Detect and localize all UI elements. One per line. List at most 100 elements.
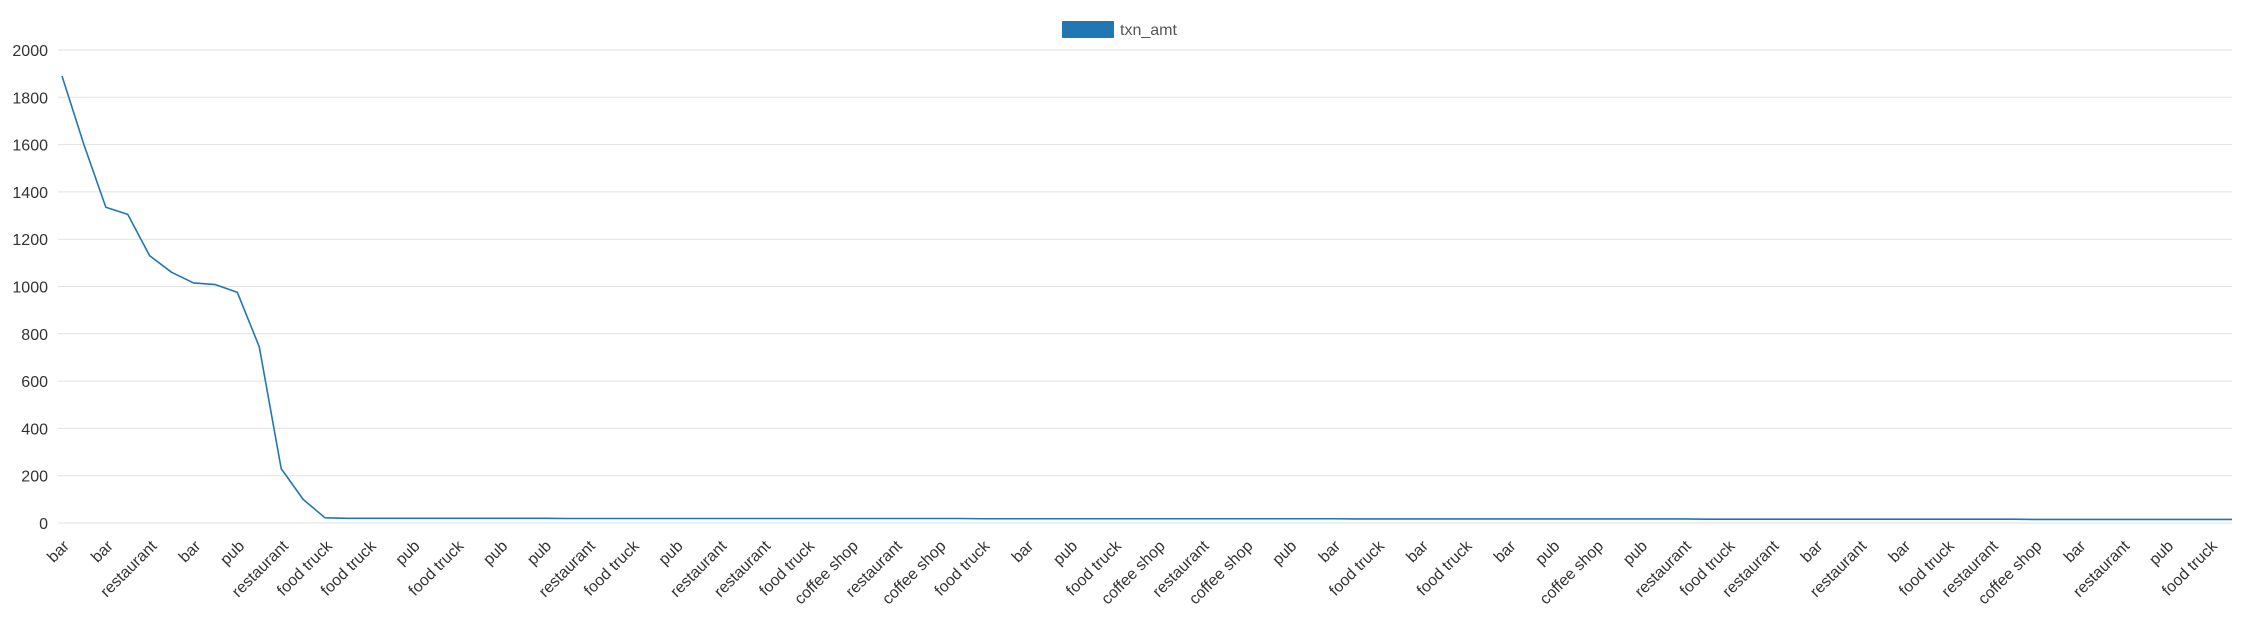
data-point[interactable] bbox=[980, 516, 986, 522]
data-point[interactable] bbox=[2054, 516, 2060, 522]
data-point[interactable] bbox=[1615, 516, 1621, 522]
data-point[interactable] bbox=[2097, 516, 2103, 522]
data-point[interactable] bbox=[936, 516, 942, 522]
data-point[interactable] bbox=[1089, 516, 1095, 522]
data-point[interactable] bbox=[1067, 516, 1073, 522]
data-point[interactable] bbox=[738, 516, 744, 522]
data-point[interactable] bbox=[1834, 516, 1840, 522]
data-point[interactable] bbox=[147, 253, 153, 259]
data-point[interactable] bbox=[1462, 516, 1468, 522]
data-point[interactable] bbox=[826, 516, 832, 522]
data-point[interactable] bbox=[1330, 516, 1336, 522]
data-point[interactable] bbox=[1374, 516, 1380, 522]
data-point[interactable] bbox=[1506, 516, 1512, 522]
legend-label[interactable]: txn_amt bbox=[1120, 22, 1177, 39]
data-point[interactable] bbox=[388, 515, 394, 521]
data-point[interactable] bbox=[2032, 516, 2038, 522]
data-point[interactable] bbox=[2119, 516, 2125, 522]
data-point[interactable] bbox=[454, 515, 460, 521]
data-point[interactable] bbox=[278, 466, 284, 472]
data-point[interactable] bbox=[804, 516, 810, 522]
data-point[interactable] bbox=[1747, 516, 1753, 522]
data-point[interactable] bbox=[2141, 516, 2147, 522]
data-point[interactable] bbox=[1308, 516, 1314, 522]
data-point[interactable] bbox=[1659, 516, 1665, 522]
data-point[interactable] bbox=[717, 516, 723, 522]
data-point[interactable] bbox=[191, 280, 197, 286]
data-point[interactable] bbox=[760, 516, 766, 522]
data-point[interactable] bbox=[300, 496, 306, 502]
data-point[interactable] bbox=[1900, 516, 1906, 522]
data-point[interactable] bbox=[1571, 516, 1577, 522]
data-point[interactable] bbox=[2010, 516, 2016, 522]
data-point[interactable] bbox=[892, 516, 898, 522]
data-point[interactable] bbox=[1418, 516, 1424, 522]
data-point[interactable] bbox=[1791, 516, 1797, 522]
data-point[interactable] bbox=[2163, 516, 2169, 522]
data-point[interactable] bbox=[1352, 516, 1358, 522]
data-point[interactable] bbox=[1286, 516, 1292, 522]
data-point[interactable] bbox=[651, 516, 657, 522]
data-point[interactable] bbox=[1265, 516, 1271, 522]
series-line-txn-amt[interactable] bbox=[61, 75, 2232, 521]
data-point[interactable] bbox=[958, 516, 964, 522]
data-point[interactable] bbox=[234, 289, 240, 295]
data-point[interactable] bbox=[1045, 516, 1051, 522]
data-point[interactable] bbox=[59, 73, 65, 79]
data-point[interactable] bbox=[212, 282, 218, 288]
data-point[interactable] bbox=[673, 516, 679, 522]
data-point[interactable] bbox=[1813, 516, 1819, 522]
data-point[interactable] bbox=[914, 516, 920, 522]
data-point[interactable] bbox=[1988, 516, 1994, 522]
data-point[interactable] bbox=[1856, 516, 1862, 522]
data-point[interactable] bbox=[1637, 516, 1643, 522]
data-point[interactable] bbox=[1593, 516, 1599, 522]
data-point[interactable] bbox=[1484, 516, 1490, 522]
data-point[interactable] bbox=[322, 515, 328, 521]
data-point[interactable] bbox=[475, 515, 481, 521]
data-point[interactable] bbox=[1440, 516, 1446, 522]
data-point[interactable] bbox=[1155, 516, 1161, 522]
data-point[interactable] bbox=[1922, 516, 1928, 522]
data-point[interactable] bbox=[563, 516, 569, 522]
legend[interactable]: txn_amt bbox=[1062, 21, 1177, 39]
data-point[interactable] bbox=[1199, 516, 1205, 522]
data-point[interactable] bbox=[2229, 516, 2235, 522]
data-point[interactable] bbox=[519, 515, 525, 521]
data-point[interactable] bbox=[2207, 516, 2213, 522]
data-point[interactable] bbox=[1111, 516, 1117, 522]
legend-swatch[interactable] bbox=[1062, 21, 1114, 38]
data-point[interactable] bbox=[366, 515, 372, 521]
data-point[interactable] bbox=[585, 516, 591, 522]
data-point[interactable] bbox=[1221, 516, 1227, 522]
data-point[interactable] bbox=[1243, 516, 1249, 522]
data-point[interactable] bbox=[2185, 516, 2191, 522]
data-point[interactable] bbox=[344, 515, 350, 521]
data-point[interactable] bbox=[607, 516, 613, 522]
data-point[interactable] bbox=[1133, 516, 1139, 522]
data-point[interactable] bbox=[629, 516, 635, 522]
data-point[interactable] bbox=[848, 516, 854, 522]
data-point[interactable] bbox=[256, 344, 262, 350]
data-point[interactable] bbox=[782, 516, 788, 522]
data-point[interactable] bbox=[1966, 516, 1972, 522]
data-point[interactable] bbox=[1681, 516, 1687, 522]
data-point[interactable] bbox=[1703, 516, 1709, 522]
data-point[interactable] bbox=[497, 515, 503, 521]
data-point[interactable] bbox=[1725, 516, 1731, 522]
data-point[interactable] bbox=[1023, 516, 1029, 522]
data-point[interactable] bbox=[125, 211, 131, 217]
data-point[interactable] bbox=[1944, 516, 1950, 522]
data-point[interactable] bbox=[410, 515, 416, 521]
data-point[interactable] bbox=[1769, 516, 1775, 522]
data-point[interactable] bbox=[695, 516, 701, 522]
data-point[interactable] bbox=[432, 515, 438, 521]
data-point[interactable] bbox=[1002, 516, 1008, 522]
data-point[interactable] bbox=[1396, 516, 1402, 522]
data-point[interactable] bbox=[2076, 516, 2082, 522]
data-point[interactable] bbox=[169, 269, 175, 275]
data-point[interactable] bbox=[541, 515, 547, 521]
data-point[interactable] bbox=[1550, 516, 1556, 522]
data-point[interactable] bbox=[1177, 516, 1183, 522]
data-point[interactable] bbox=[103, 204, 109, 210]
